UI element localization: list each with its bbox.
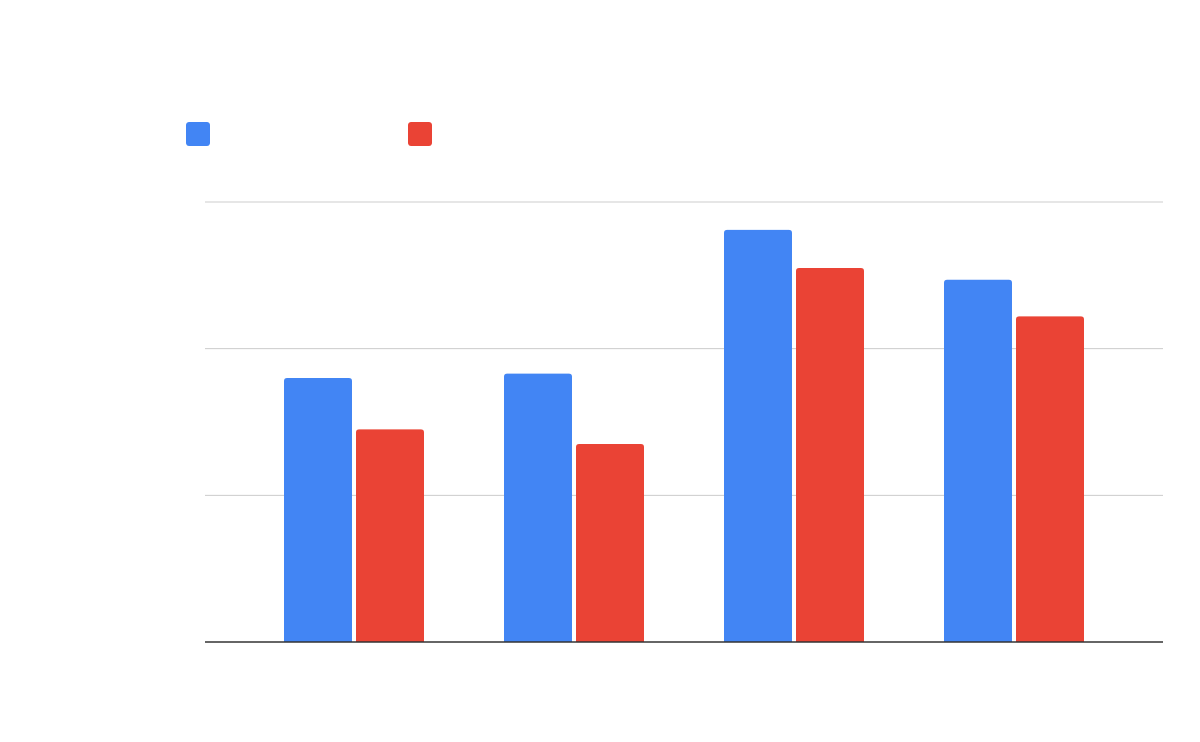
bar — [356, 429, 424, 642]
bar — [1016, 316, 1084, 642]
bar — [576, 444, 644, 642]
legend-marker — [186, 122, 210, 146]
legend-marker — [408, 122, 432, 146]
bar — [796, 268, 864, 642]
bar — [504, 373, 572, 642]
bar — [284, 378, 352, 642]
bar — [724, 229, 792, 642]
bar — [944, 279, 1012, 642]
